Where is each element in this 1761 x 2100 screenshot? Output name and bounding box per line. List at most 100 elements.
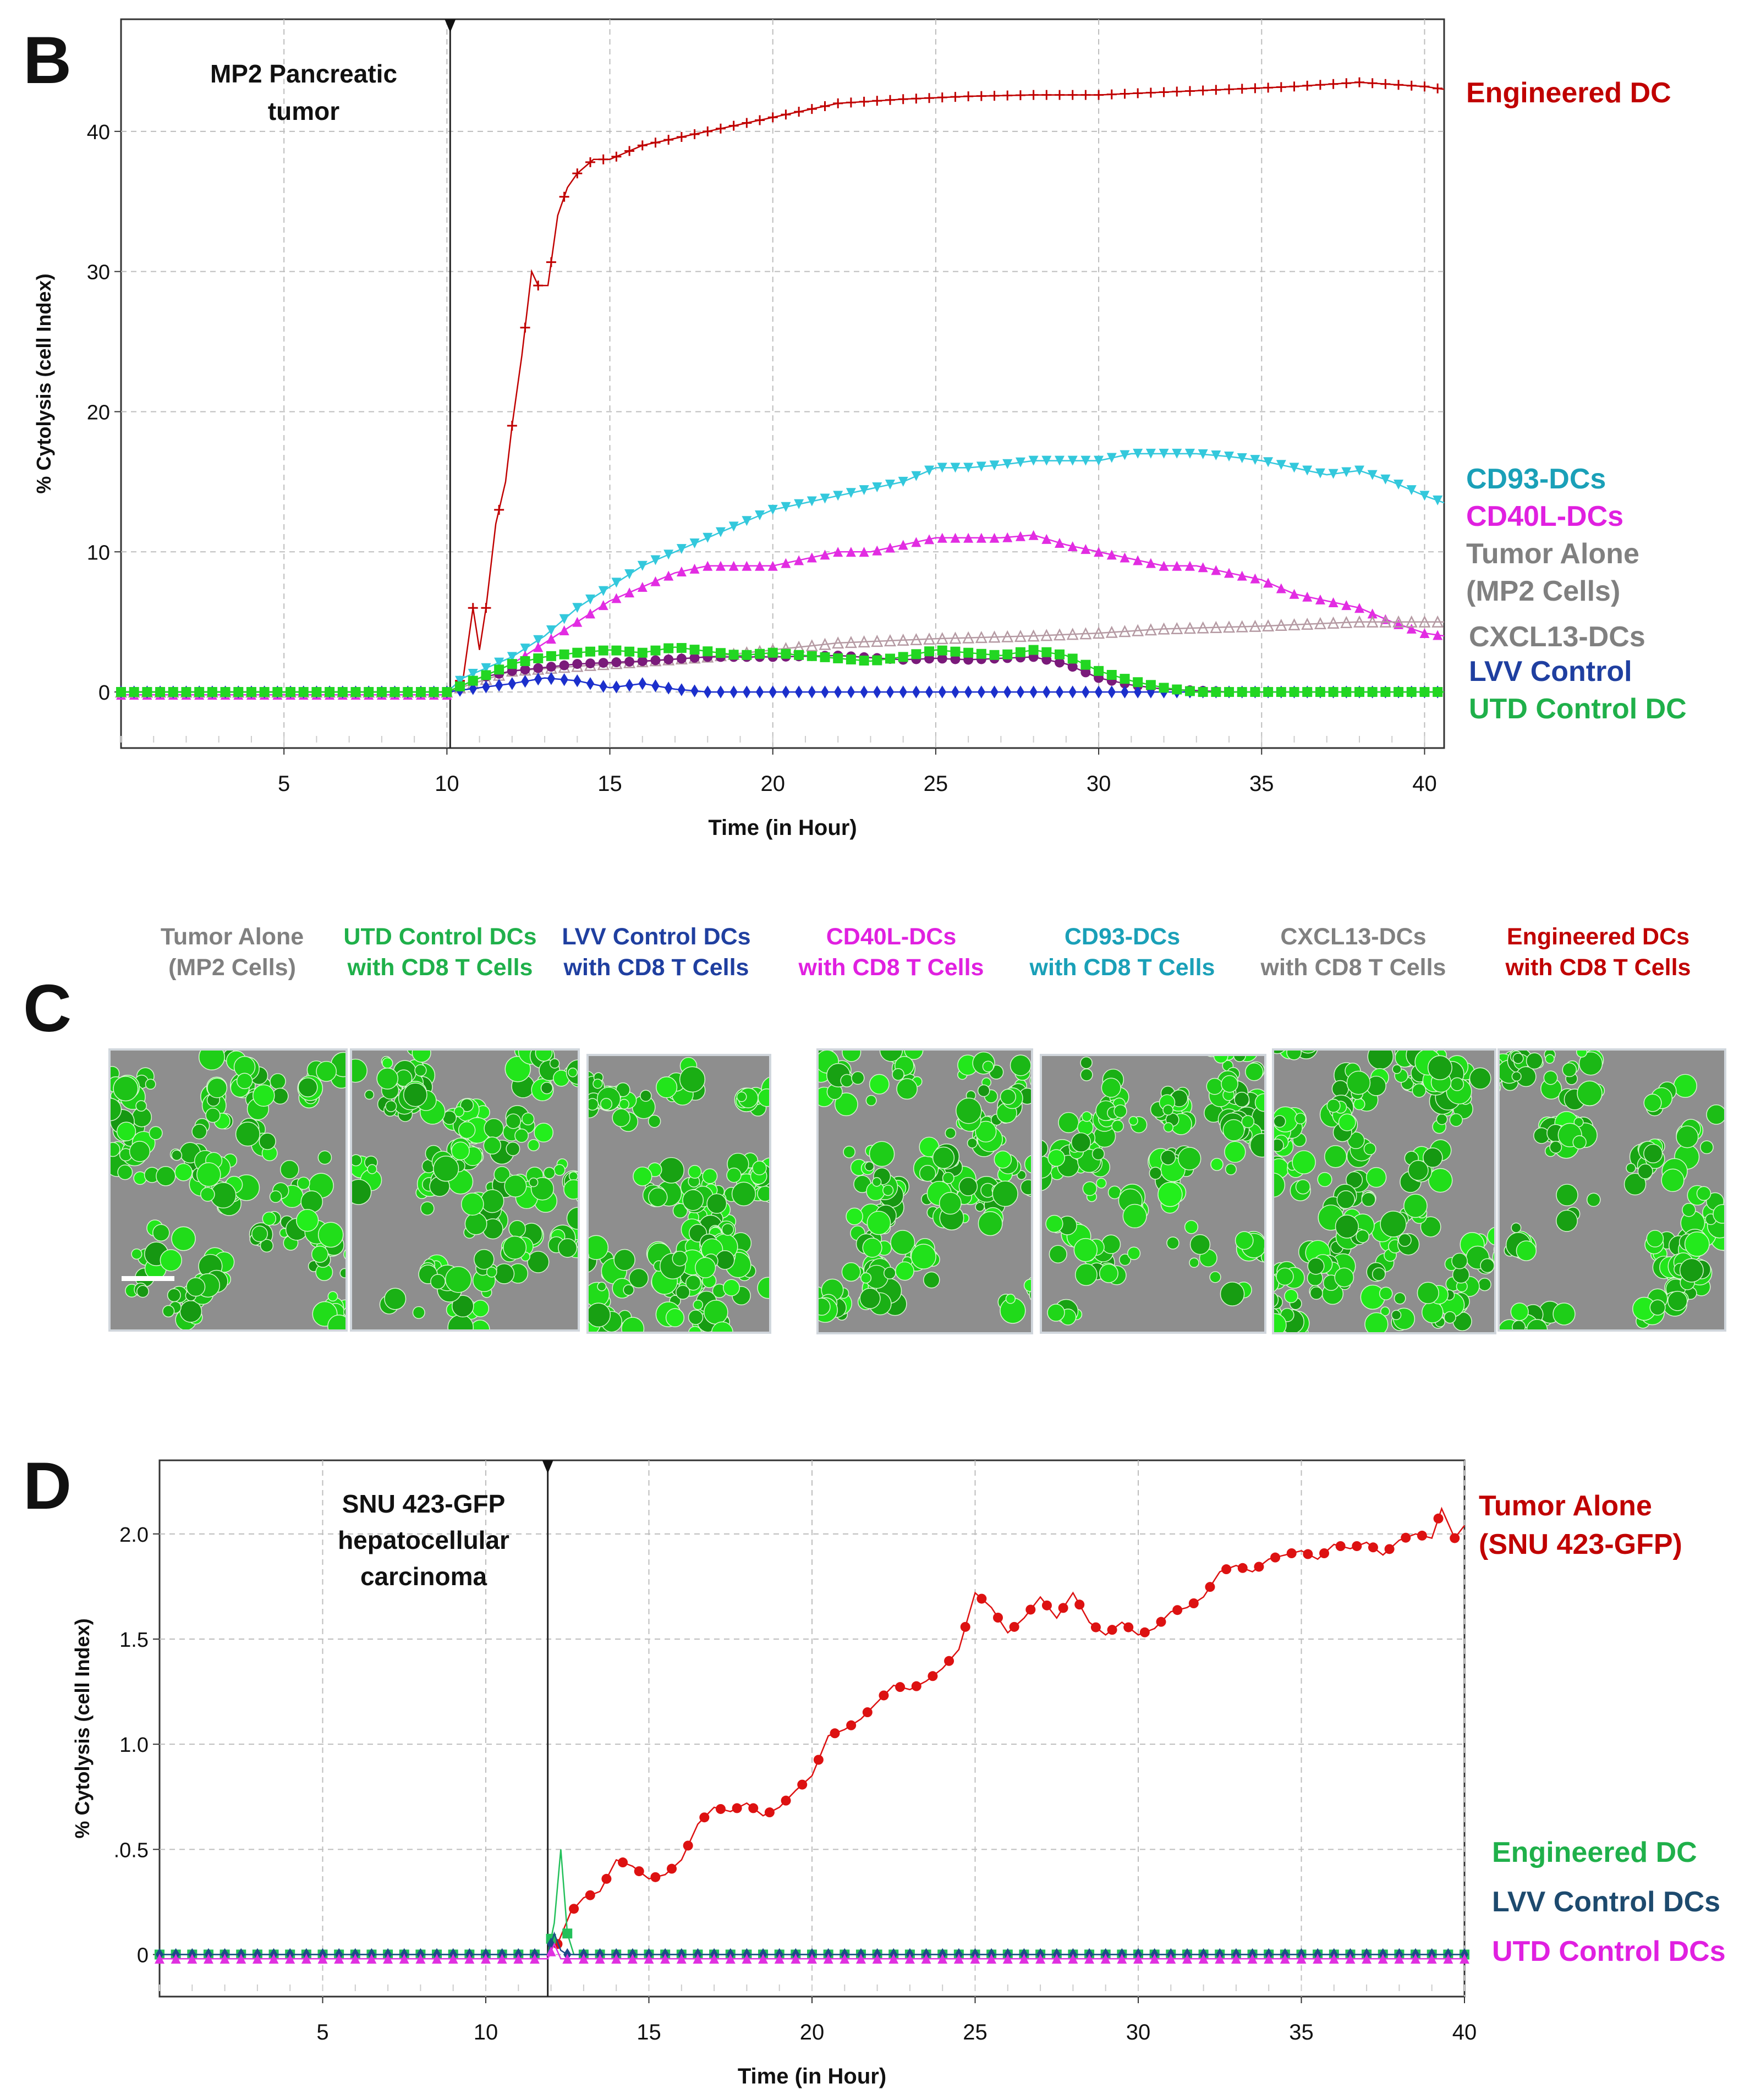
data-point (989, 532, 1000, 543)
data-point (1123, 1622, 1134, 1632)
data-point (468, 603, 478, 613)
cell-blob (1213, 1056, 1228, 1064)
data-point (1074, 1599, 1085, 1610)
cell-blob (1047, 1304, 1065, 1322)
data-point (937, 532, 947, 543)
data-point (625, 679, 634, 692)
data-point (481, 670, 491, 680)
cell-blob (648, 1187, 668, 1207)
data-point (1450, 1533, 1460, 1543)
data-point (1080, 667, 1091, 678)
cell-blob (695, 1257, 716, 1278)
cell-blob (736, 1091, 747, 1102)
data-point (1276, 583, 1286, 593)
cell-blob (1510, 1302, 1529, 1321)
micrograph-label-line1: UTD Control DCs (343, 923, 537, 950)
data-point (546, 257, 556, 267)
data-point (1041, 534, 1052, 544)
data-point (1211, 565, 1221, 575)
data-point (950, 646, 961, 657)
data-point (432, 1954, 442, 1964)
x-tick-label: 20 (760, 772, 785, 796)
data-point (1433, 495, 1443, 505)
data-point (925, 685, 934, 699)
data-point (728, 521, 739, 532)
cell-blob (352, 1154, 362, 1167)
data-point (1041, 655, 1052, 665)
cell-blob (879, 1051, 903, 1062)
micrograph-label-line2: with CD8 T Cells (563, 954, 749, 981)
cell-blob (1071, 1132, 1091, 1153)
cell-blob (1128, 1116, 1138, 1126)
data-point (898, 476, 908, 487)
data-point (716, 685, 725, 699)
cell-blob (311, 1245, 329, 1263)
data-point (950, 463, 961, 473)
cell-blob (1222, 1119, 1245, 1141)
data-point (703, 532, 713, 543)
data-point (1090, 1622, 1101, 1632)
data-point (1328, 469, 1338, 479)
data-point (1431, 615, 1444, 628)
data-point (1184, 560, 1195, 571)
data-point (1379, 615, 1392, 628)
cell-blob (1324, 1145, 1347, 1168)
data-point (921, 1954, 931, 1964)
data-point (704, 685, 712, 699)
cell-blob (1367, 1051, 1394, 1070)
cell-blob (982, 1060, 994, 1073)
cell-blob (675, 1285, 690, 1300)
cell-blob (1274, 1292, 1279, 1307)
data-point (1082, 685, 1090, 699)
data-point (1028, 90, 1039, 100)
data-point (911, 471, 921, 481)
cell-blob (1113, 1104, 1127, 1118)
data-point (884, 634, 897, 647)
data-point (1145, 87, 1156, 98)
cell-blob (503, 1235, 527, 1260)
data-point (651, 679, 660, 692)
x-tick-label: 10 (474, 2020, 498, 2044)
y-tick-label: 1.0 (119, 1734, 149, 1757)
cell-blob (484, 1118, 504, 1139)
micrograph-image (1272, 1048, 1496, 1334)
cell-blob (1101, 1078, 1121, 1098)
cell-blob (522, 1112, 535, 1126)
micrograph-label-line2: with CD8 T Cells (1260, 954, 1446, 981)
data-point (689, 652, 700, 663)
cell-blob (1480, 1258, 1494, 1273)
data-point (155, 687, 166, 697)
series-line (160, 1942, 1464, 1960)
data-point (301, 1954, 311, 1964)
data-point (1107, 1625, 1117, 1635)
data-point (611, 645, 622, 656)
data-point (728, 120, 739, 131)
data-point (171, 1954, 181, 1964)
data-point (767, 504, 778, 515)
data-point (990, 685, 999, 699)
cell-blob (1160, 1150, 1176, 1166)
data-point (729, 685, 738, 699)
data-point (1221, 1564, 1232, 1575)
cell-blob (1241, 1115, 1255, 1129)
data-point (938, 685, 946, 699)
data-point (1249, 619, 1261, 632)
data-point (781, 502, 791, 512)
cell-blob (1562, 1062, 1577, 1078)
x-tick-label: 25 (963, 2020, 988, 2044)
data-point (693, 1954, 703, 1964)
cell-blob (568, 1067, 578, 1078)
data-point (1002, 1954, 1013, 1964)
data-point (1002, 459, 1013, 469)
data-point (1380, 474, 1391, 485)
data-point (1433, 83, 1443, 94)
cell-blob (563, 1179, 578, 1200)
cell-blob (403, 1082, 427, 1107)
data-point (272, 687, 283, 697)
cell-blob (549, 1058, 560, 1069)
data-point (988, 630, 1001, 643)
data-point (1302, 591, 1313, 602)
cell-blob (1284, 1289, 1298, 1304)
data-point (1094, 685, 1103, 699)
cell-blob (1696, 1186, 1711, 1201)
